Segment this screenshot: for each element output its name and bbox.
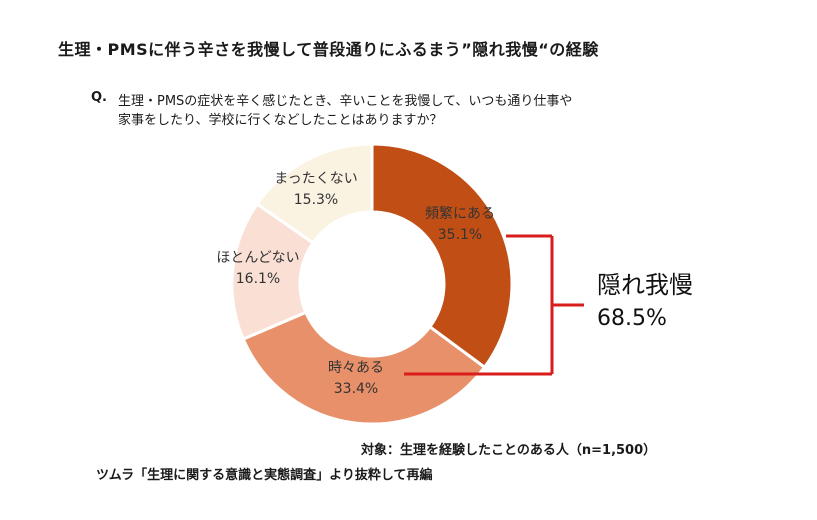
slice-category-label: 頻繁にある bbox=[425, 206, 495, 222]
hidden-endurance-bracket: 隠れ我慢 68.5% bbox=[404, 234, 693, 376]
question-line-2: 家事をしたり、学校に行くなどしたことはありますか？ bbox=[118, 113, 443, 128]
slice-category-label: ほとんどない bbox=[216, 250, 299, 266]
donut-slices bbox=[230, 142, 514, 426]
donut-slice bbox=[255, 142, 374, 245]
bracket-value: 68.5% bbox=[597, 306, 667, 331]
slice-value-label: 15.3% bbox=[294, 192, 338, 208]
slice-value-label: 35.1% bbox=[438, 227, 482, 243]
question-mark: Q. bbox=[91, 90, 107, 105]
donut-slice bbox=[370, 142, 514, 370]
question-line-1: 生理・PMSの症状を辛く感じたとき、辛いことを我慢して、いつも通り仕事や bbox=[118, 94, 573, 109]
slice-value-label: 33.4% bbox=[334, 381, 378, 397]
slice-category-label: 時々ある bbox=[328, 360, 384, 376]
slice-value-label: 16.1% bbox=[236, 271, 280, 287]
chart-title: 生理・PMSに伴う辛さを我慢して普段通りにふるまう”隠れ我慢“の経験 bbox=[58, 40, 599, 59]
bracket-label: 隠れ我慢 bbox=[597, 271, 693, 299]
sample-note: 対象：生理を経験したことのある人（n=1,500） bbox=[361, 443, 657, 458]
source-note: ツムラ「生理に関する意識と実態調査」より抜粋して再編 bbox=[96, 468, 433, 483]
donut-slice bbox=[241, 310, 487, 426]
slice-category-label: まったくない bbox=[274, 171, 357, 187]
donut-labels: 頻繁にある 35.1% 時々ある 33.4% ほとんどない 16.1% まったくない 15.3… bbox=[216, 171, 495, 397]
